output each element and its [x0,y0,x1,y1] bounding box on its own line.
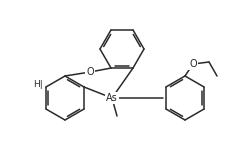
Text: H|: H| [33,80,43,89]
Text: O: O [86,67,94,77]
Text: O: O [189,59,197,69]
Text: As: As [106,93,118,103]
